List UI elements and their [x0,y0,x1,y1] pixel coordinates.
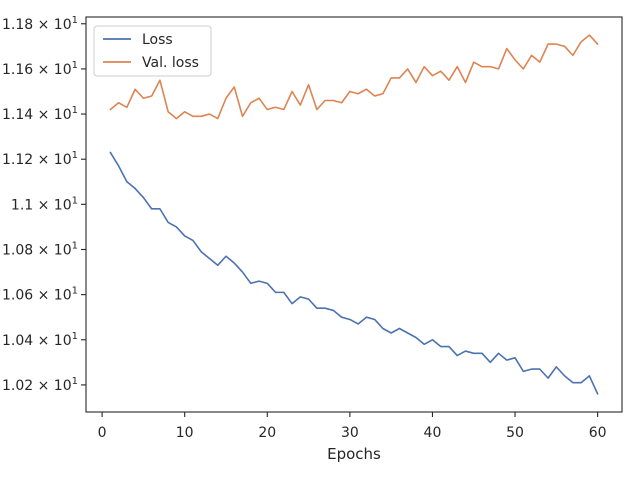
y-axis: 1.02 × 101 1.04 × 101 1.06 × 101 1.08 × 101… [2,15,86,394]
series-line-1 [109,151,599,395]
legend-label-2: Val. loss [142,55,199,71]
y-tick-label: 1.1 × 101 [11,195,78,213]
x-tick-label: 30 [341,425,359,441]
y-tick-label: 1.06 × 101 [2,286,78,304]
series-layer [109,34,599,395]
x-tick-label: 10 [176,425,194,441]
plot-frame [85,16,623,413]
legend-label-1: Loss [142,32,173,48]
y-tick-label: 1.04 × 101 [2,331,78,349]
x-tick-label: 60 [589,425,607,441]
x-tick-label: 20 [258,425,276,441]
x-tick-label: 40 [424,425,442,441]
x-axis: 0 10 20 30 40 50 60 [98,412,607,441]
x-axis-label: Epochs [327,445,381,463]
y-tick-label: 1.14 × 101 [2,105,78,123]
y-tick-label: 1.12 × 101 [2,150,78,168]
y-tick-label: 1.08 × 101 [2,240,78,258]
plot-area [85,16,623,413]
y-tick-label: 1.18 × 101 [2,15,78,33]
y-tick-label: 1.02 × 101 [2,376,78,394]
x-tick-label: 0 [98,425,107,441]
legend: Loss Val. loss [93,25,212,77]
y-tick-label: 1.16 × 101 [2,60,78,78]
x-tick-label: 50 [506,425,524,441]
series-line-2 [109,34,599,120]
